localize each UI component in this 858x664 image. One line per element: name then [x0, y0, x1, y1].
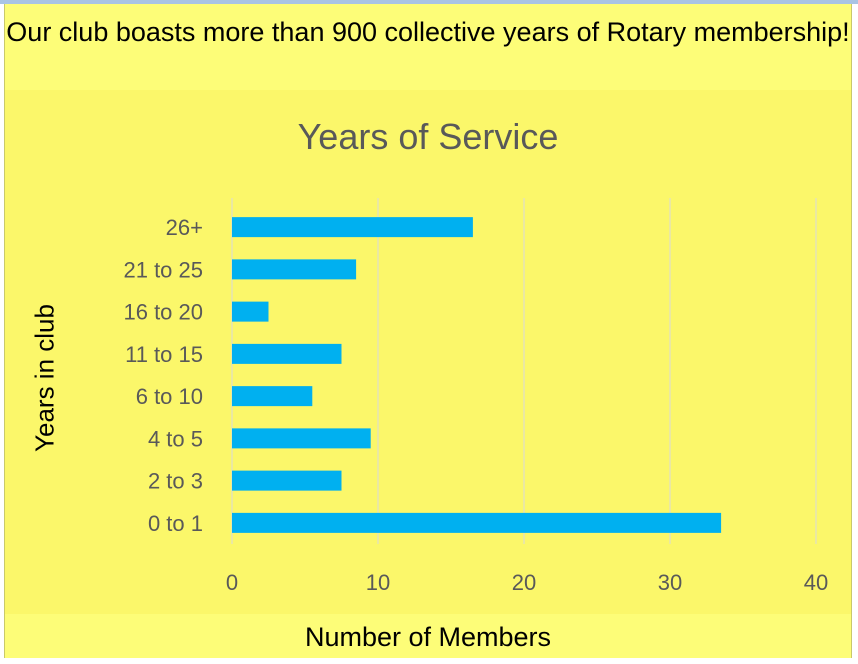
bar [232, 386, 313, 407]
bar [232, 428, 371, 449]
y-axis-label: Years in club [29, 304, 60, 452]
bar [232, 301, 269, 322]
top-border-line [0, 0, 858, 4]
y-tick-label: 2 to 3 [148, 469, 203, 494]
y-tick-label: 11 to 15 [125, 342, 203, 367]
y-tick-label: 21 to 25 [123, 257, 203, 282]
y-tick-label: 4 to 5 [148, 426, 203, 451]
y-tick-label: 0 to 1 [148, 511, 203, 536]
bar [232, 343, 342, 364]
slide-panel: Our club boasts more than 900 collective… [4, 4, 852, 658]
bar [232, 217, 473, 238]
x-tick-label: 40 [804, 570, 828, 595]
x-tick-label: 20 [512, 570, 536, 595]
bar [232, 512, 722, 533]
y-tick-label: 6 to 10 [136, 384, 203, 409]
y-tick-label: 16 to 20 [123, 300, 203, 325]
y-tick-label: 26+ [166, 215, 203, 240]
bar-chart: 0 10 20 30 40 26+ 21 to 25 16 to 20 11 to 15 6 to… [123, 198, 828, 595]
x-tick-label: 30 [658, 570, 682, 595]
x-axis-label: Number of Members [304, 622, 552, 652]
x-tick-label: 0 [226, 570, 238, 595]
chart-title: Years of Service [297, 116, 559, 157]
slide-headline: Our club boasts more than 900 collective… [6, 17, 850, 47]
bar [232, 259, 357, 280]
x-tick-label: 10 [366, 570, 390, 595]
bar [232, 470, 342, 491]
